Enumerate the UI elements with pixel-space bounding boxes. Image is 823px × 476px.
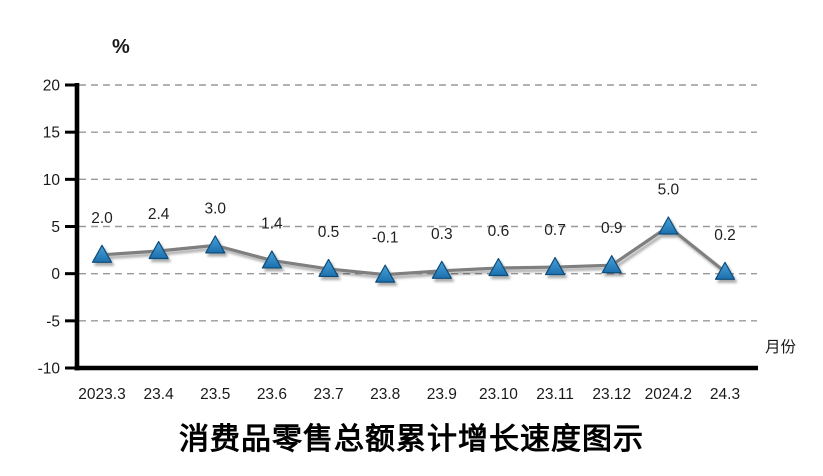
data-point-marker [488, 257, 509, 277]
y-tick-label: 10 [43, 172, 61, 189]
data-labels: 2.0 2.4 3.0 1.4 0.5 -0.1 0.3 0.6 0.7 0.9 5.0 0.2 [91, 182, 736, 247]
data-point-label: 0.9 [601, 220, 623, 237]
data-point-marker [205, 235, 226, 254]
x-tick-label: 2023.3 [78, 386, 125, 403]
series-markers [91, 216, 736, 283]
data-point-marker [375, 264, 396, 283]
data-point-marker [658, 216, 679, 235]
data-series [91, 216, 736, 283]
y-tick-label: 15 [43, 125, 60, 142]
series-line [101, 224, 726, 277]
data-point-label: 2.0 [91, 210, 113, 227]
x-tick-label: 23.6 [257, 386, 287, 403]
x-tick-label: 23.5 [200, 386, 230, 403]
x-tick-label: 23.11 [536, 386, 574, 403]
x-tick-label: 23.12 [592, 386, 631, 403]
data-point-marker [318, 258, 339, 278]
y-tick-label: -5 [46, 313, 60, 330]
y-tick-label: 20 [43, 78, 61, 95]
data-point-marker [91, 244, 113, 263]
data-point-label: -0.1 [372, 230, 399, 247]
data-point-marker [601, 255, 622, 274]
x-axis-unit-label: 月份 [765, 338, 797, 356]
x-tick-label: 2024.2 [645, 386, 692, 403]
data-point-marker [714, 261, 736, 280]
y-tick-label: 5 [51, 219, 60, 236]
x-tick-label: 23.9 [427, 386, 457, 403]
y-tick-label: 0 [51, 266, 60, 283]
x-axis-labels: 2023.3 23.4 23.5 23.6 23.7 23.8 23.9 23.10 23.11… [78, 386, 740, 403]
y-axis-ticks [65, 83, 78, 370]
x-tick-label: 24.3 [710, 386, 740, 403]
data-point-label: 3.0 [204, 200, 226, 217]
x-tick-label: 23.8 [370, 386, 400, 403]
data-point-marker [261, 250, 283, 269]
x-tick-label: 23.10 [479, 386, 518, 403]
y-axis-unit-label: % [112, 36, 130, 58]
x-tick-label: 23.7 [313, 386, 343, 403]
gridlines [79, 84, 757, 322]
chart-title: 消费品零售总额累计增长速度图示 [179, 423, 644, 456]
data-point-marker [544, 256, 566, 276]
y-tick-label: -10 [38, 361, 61, 378]
data-point-label: 0.5 [318, 224, 340, 241]
data-point-label: 0.2 [714, 227, 736, 244]
data-point-label: 5.0 [658, 182, 680, 199]
data-point-marker [431, 260, 452, 279]
data-point-label: 0.7 [544, 222, 566, 239]
x-tick-label: 23.4 [144, 386, 175, 403]
data-point-label: 1.4 [261, 215, 283, 232]
data-point-label: 0.3 [431, 226, 453, 243]
y-axis-labels: 20 15 10 5 0 -5 -10 [38, 78, 61, 378]
data-point-marker [148, 240, 169, 260]
data-point-label: 0.6 [488, 223, 510, 240]
line-chart-canvas: 20 15 10 5 0 -5 -10 2023.3 23.4 23.5 23.6 23.7 23.8… [38, 36, 797, 403]
data-point-label: 2.4 [148, 206, 170, 223]
